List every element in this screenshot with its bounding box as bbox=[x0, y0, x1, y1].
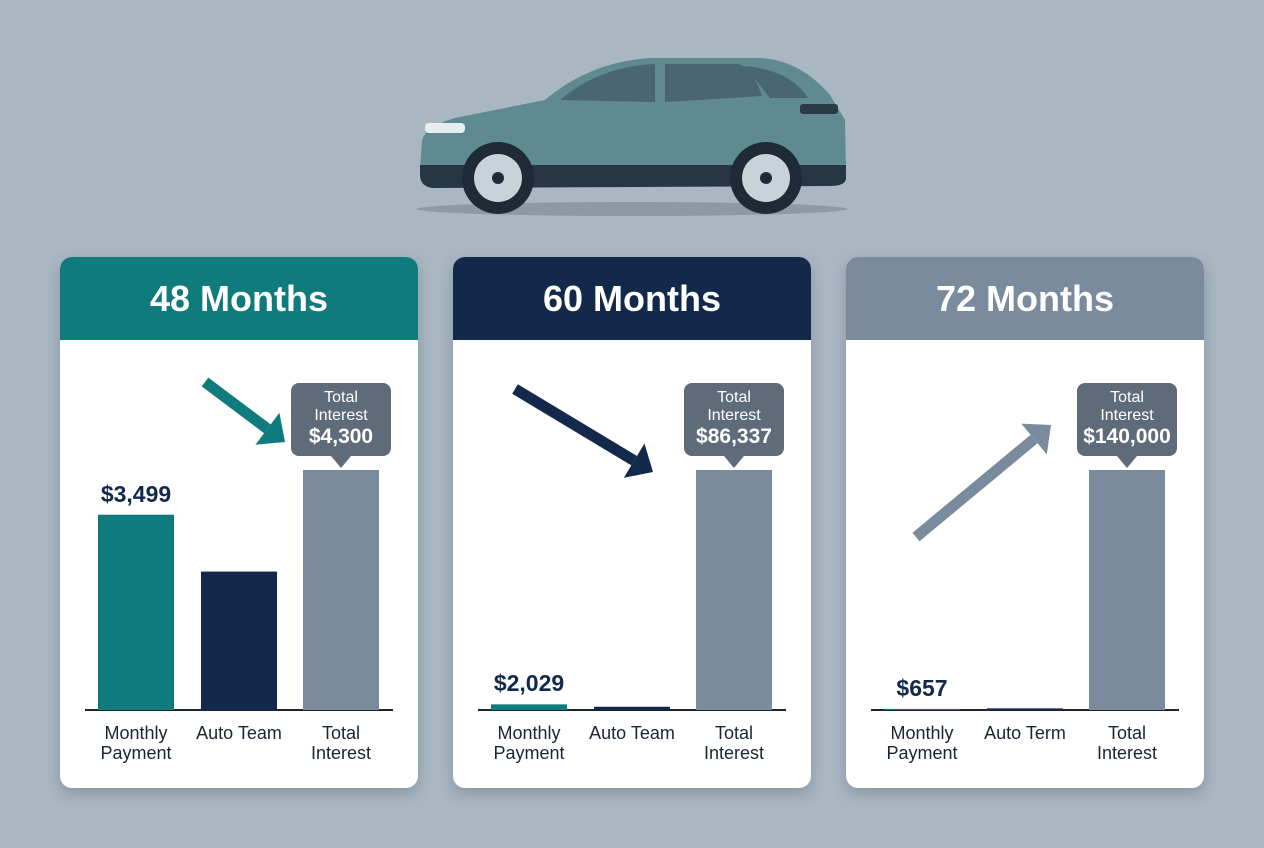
trend-arrow bbox=[912, 434, 1038, 542]
category-label: Total Interest bbox=[310, 723, 372, 763]
category-label: Auto Team bbox=[196, 723, 282, 743]
value-label: $2,029 bbox=[493, 670, 565, 697]
chart-title: 72 Months bbox=[846, 257, 1204, 340]
chart-card: 72 Months Monthly Payment $657 Auto Term Tot… bbox=[846, 257, 1204, 788]
bar bbox=[884, 708, 960, 710]
chart-plot bbox=[478, 384, 786, 711]
trend-arrow-head bbox=[623, 443, 653, 478]
bar bbox=[1089, 470, 1165, 710]
bar bbox=[201, 571, 277, 710]
category-label: Monthly Payment bbox=[886, 723, 958, 763]
chart-card: 60 Months Monthly Payment $2,029 Auto Team T… bbox=[453, 257, 811, 788]
value-label: $657 bbox=[896, 674, 948, 701]
category-label: Monthly Payment bbox=[493, 723, 565, 763]
callout: Total Interest $86,337 bbox=[684, 383, 784, 468]
value-label: $3,499 bbox=[100, 480, 172, 507]
chart-card: 48 Months Monthly Payment $3,499 Auto Team T… bbox=[60, 257, 418, 788]
bar bbox=[987, 708, 1063, 710]
callout: Total Interest $4,300 bbox=[291, 383, 391, 468]
trend-arrow bbox=[512, 384, 637, 466]
value-label: $86,337 bbox=[696, 425, 772, 448]
bar bbox=[491, 704, 567, 710]
trend-arrow-head bbox=[255, 412, 285, 445]
trend-arrow bbox=[201, 377, 271, 434]
category-label: Total Interest bbox=[1096, 723, 1158, 763]
chart-title: 48 Months bbox=[60, 257, 418, 340]
category-label: Total Interest bbox=[703, 723, 765, 763]
category-label: Auto Term bbox=[984, 723, 1066, 743]
trend-arrow-head bbox=[1021, 423, 1051, 455]
callout-title: Total Interest bbox=[314, 389, 368, 424]
chart-plot bbox=[85, 377, 393, 711]
bar bbox=[303, 470, 379, 710]
bar bbox=[696, 470, 772, 710]
chart-title: 60 Months bbox=[453, 257, 811, 340]
value-label: $4,300 bbox=[308, 425, 374, 448]
callout: Total Interest $140,000 bbox=[1077, 383, 1177, 468]
chart-plot bbox=[871, 423, 1179, 711]
car-illustration bbox=[417, 58, 847, 216]
callout-title: Total Interest bbox=[707, 389, 761, 424]
bar bbox=[98, 514, 174, 710]
value-label: $140,000 bbox=[1083, 425, 1171, 448]
category-label: Monthly Payment bbox=[100, 723, 172, 763]
callout-title: Total Interest bbox=[1100, 389, 1154, 424]
bar bbox=[594, 706, 670, 710]
category-label: Auto Team bbox=[589, 723, 675, 743]
